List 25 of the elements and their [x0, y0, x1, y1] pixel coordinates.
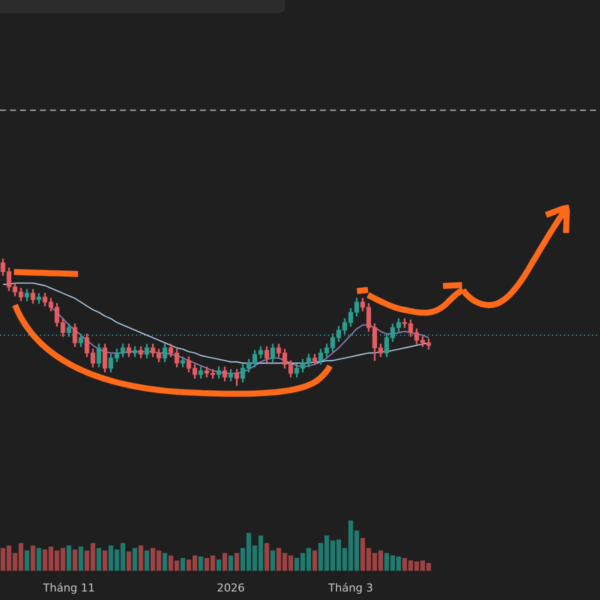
bar: [126, 551, 132, 571]
bar: [36, 548, 42, 571]
bar: [24, 550, 30, 571]
bar: [162, 552, 168, 571]
bar: [102, 550, 108, 571]
bar: [144, 550, 150, 571]
bar: [198, 556, 204, 571]
bar: [72, 549, 78, 571]
x-tick-label: Tháng 3: [327, 581, 374, 594]
bar: [228, 555, 234, 571]
bar: [96, 548, 102, 571]
bar: [180, 558, 186, 571]
bar: [234, 552, 240, 571]
bar: [78, 546, 84, 571]
bar: [222, 552, 228, 571]
bar: [30, 545, 36, 571]
bar: [216, 559, 222, 571]
bar: [270, 550, 276, 571]
bar: [312, 550, 318, 571]
bar: [132, 548, 138, 571]
bar: [66, 545, 72, 571]
x-tick-label: 2026: [216, 581, 245, 594]
bar: [138, 545, 144, 571]
bar: [264, 543, 270, 571]
x-tick-label: Tháng 11: [42, 581, 95, 594]
